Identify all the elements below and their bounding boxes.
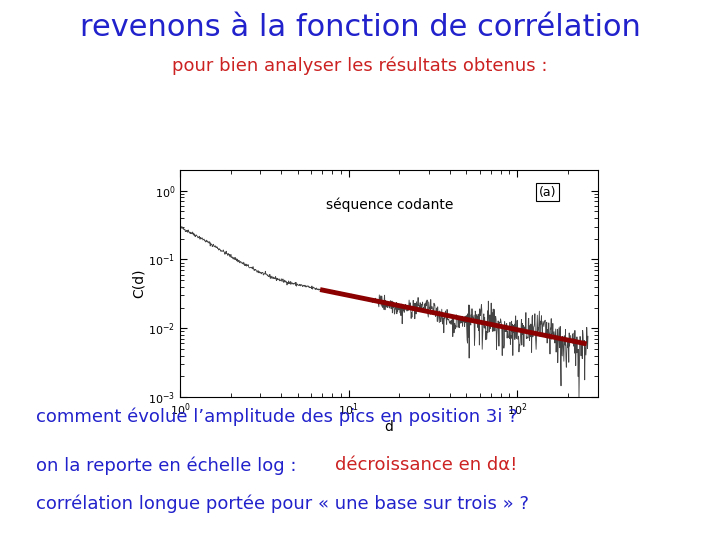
Text: comment évolue l’amplitude des pics en position 3i ?: comment évolue l’amplitude des pics en p…: [36, 408, 518, 426]
X-axis label: d: d: [384, 420, 393, 434]
Y-axis label: C(d): C(d): [131, 269, 145, 298]
Text: revenons à la fonction de corrélation: revenons à la fonction de corrélation: [80, 14, 640, 43]
Text: pour bien analyser les résultats obtenus :: pour bien analyser les résultats obtenus…: [172, 57, 548, 75]
Text: corrélation longue portée pour « une base sur trois » ?: corrélation longue portée pour « une bas…: [36, 494, 529, 512]
Text: on la reporte en échelle log :: on la reporte en échelle log :: [36, 456, 302, 475]
Text: (a): (a): [539, 186, 557, 199]
Text: séquence codante: séquence codante: [326, 197, 454, 212]
Text: décroissance en dα!: décroissance en dα!: [335, 456, 517, 474]
